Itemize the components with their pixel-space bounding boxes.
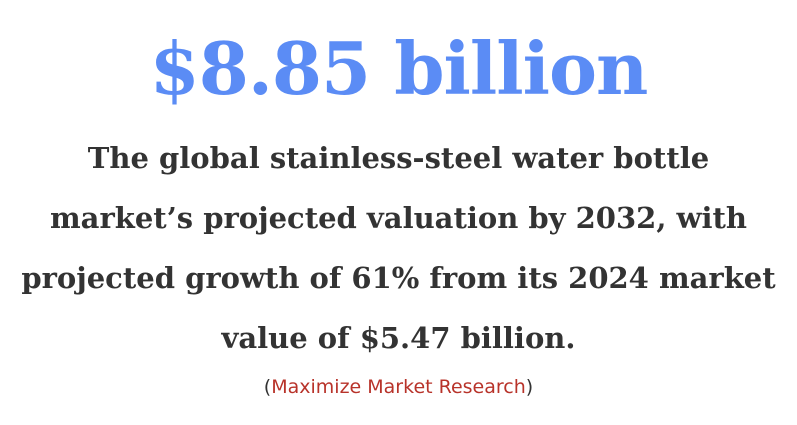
source-link[interactable]: Maximize Market Research [271,376,526,398]
source-open-paren: ( [263,376,272,398]
source-citation: (Maximize Market Research) [0,372,797,402]
headline-value: $8.85 billion [149,26,649,111]
stat-description: The global stainless-steel water bottle … [21,141,776,355]
source-close-paren: ) [525,376,534,398]
